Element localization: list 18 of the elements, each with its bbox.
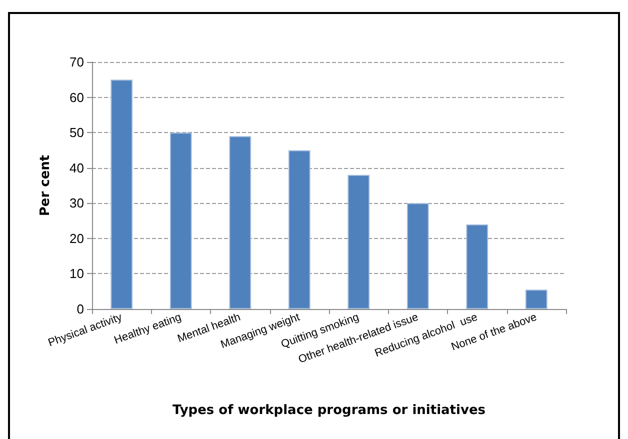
- y-tick-label: 40: [70, 160, 84, 176]
- x-axis-title: Types of workplace programs or initiatives: [172, 403, 486, 418]
- bar: [288, 150, 310, 309]
- y-tick-label: 70: [70, 54, 84, 70]
- bar: [170, 132, 192, 309]
- y-tick-label: 50: [70, 125, 84, 140]
- y-tick-label: 60: [70, 90, 84, 105]
- bar: [229, 136, 252, 309]
- bar: [466, 224, 488, 309]
- y-axis-title: Per cent: [38, 154, 53, 216]
- bar: [525, 290, 548, 309]
- y-tick-label: 30: [70, 196, 84, 211]
- y-tick-label: 0: [76, 302, 84, 316]
- y-tick-label: 10: [70, 266, 84, 282]
- bar: [110, 80, 133, 309]
- y-tick-label: 20: [70, 230, 84, 246]
- bar: [348, 174, 370, 309]
- bar: [406, 203, 429, 309]
